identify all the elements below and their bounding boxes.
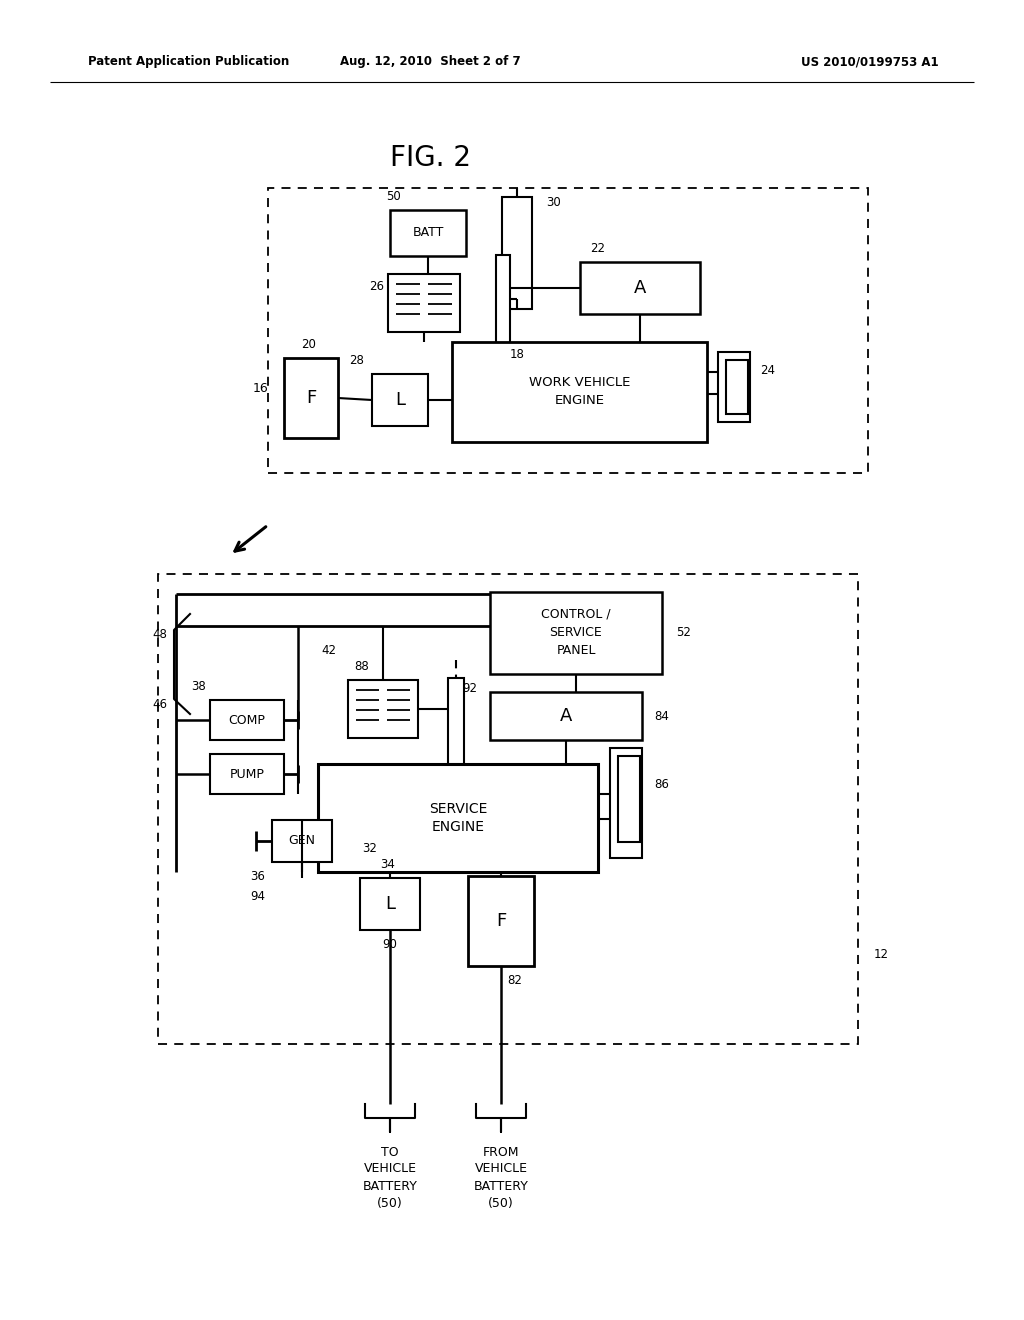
Text: 86: 86 — [654, 777, 669, 791]
Text: 92: 92 — [463, 681, 477, 694]
Text: PANEL: PANEL — [556, 644, 596, 656]
Text: 34: 34 — [381, 858, 395, 870]
Text: 22: 22 — [590, 242, 605, 255]
Text: 88: 88 — [354, 660, 370, 673]
Text: L: L — [385, 895, 395, 913]
Text: 52: 52 — [676, 627, 691, 639]
Text: VEHICLE: VEHICLE — [474, 1163, 527, 1176]
Bar — [284, 358, 338, 438]
Bar — [360, 878, 420, 931]
Text: 28: 28 — [349, 355, 364, 367]
Text: 38: 38 — [191, 680, 206, 693]
Text: F: F — [496, 912, 506, 931]
Text: 48: 48 — [153, 627, 168, 640]
Bar — [726, 360, 748, 414]
Bar — [490, 591, 662, 675]
Text: GEN: GEN — [289, 834, 315, 847]
Text: A: A — [560, 708, 572, 725]
Text: FIG. 2: FIG. 2 — [389, 144, 470, 172]
Text: SERVICE: SERVICE — [429, 803, 487, 816]
Bar — [452, 342, 707, 442]
Bar — [272, 820, 332, 862]
Bar — [210, 700, 284, 741]
Text: BATTERY: BATTERY — [362, 1180, 418, 1192]
Bar — [390, 210, 466, 256]
Text: 16: 16 — [252, 381, 268, 395]
Text: TO: TO — [381, 1146, 398, 1159]
Text: (50): (50) — [377, 1196, 402, 1209]
Bar — [158, 574, 858, 1044]
Text: US 2010/0199753 A1: US 2010/0199753 A1 — [801, 55, 939, 69]
Text: COMP: COMP — [228, 714, 265, 726]
Text: PUMP: PUMP — [229, 767, 264, 780]
Bar — [449, 678, 464, 764]
Text: 36: 36 — [251, 870, 265, 883]
Text: 90: 90 — [383, 937, 397, 950]
Text: WORK VEHICLE: WORK VEHICLE — [528, 376, 630, 389]
Text: BATTERY: BATTERY — [473, 1180, 528, 1192]
Bar — [388, 275, 460, 333]
Text: 50: 50 — [386, 190, 400, 202]
Text: 26: 26 — [369, 280, 384, 293]
Text: ENGINE: ENGINE — [555, 395, 604, 408]
Text: 20: 20 — [301, 338, 316, 351]
Text: 84: 84 — [654, 710, 669, 722]
Bar — [610, 748, 642, 858]
Text: CONTROL /: CONTROL / — [542, 607, 610, 620]
Text: 32: 32 — [362, 842, 378, 854]
Text: VEHICLE: VEHICLE — [364, 1163, 417, 1176]
Bar — [372, 374, 428, 426]
Text: Patent Application Publication: Patent Application Publication — [88, 55, 289, 69]
Text: 82: 82 — [508, 974, 522, 986]
Bar — [580, 261, 700, 314]
Text: (50): (50) — [488, 1196, 514, 1209]
Bar — [502, 197, 532, 309]
Bar — [496, 255, 510, 343]
Text: 30: 30 — [546, 197, 561, 210]
Text: 12: 12 — [874, 948, 889, 961]
Bar — [348, 680, 418, 738]
Text: FROM: FROM — [482, 1146, 519, 1159]
Text: 18: 18 — [510, 348, 524, 362]
Text: BATT: BATT — [413, 227, 443, 239]
Text: Aug. 12, 2010  Sheet 2 of 7: Aug. 12, 2010 Sheet 2 of 7 — [340, 55, 520, 69]
Bar — [318, 764, 598, 873]
Text: ENGINE: ENGINE — [431, 820, 484, 834]
Bar — [618, 756, 640, 842]
Text: 94: 94 — [251, 890, 265, 903]
Bar — [718, 352, 750, 422]
Text: F: F — [306, 389, 316, 407]
Bar — [210, 754, 284, 795]
Bar — [468, 876, 534, 966]
Text: A: A — [634, 279, 646, 297]
Text: L: L — [395, 391, 406, 409]
Text: 24: 24 — [760, 363, 775, 376]
Bar — [268, 187, 868, 473]
Bar — [490, 692, 642, 741]
Text: SERVICE: SERVICE — [550, 626, 602, 639]
Text: 42: 42 — [321, 644, 336, 656]
Text: 46: 46 — [153, 697, 168, 710]
